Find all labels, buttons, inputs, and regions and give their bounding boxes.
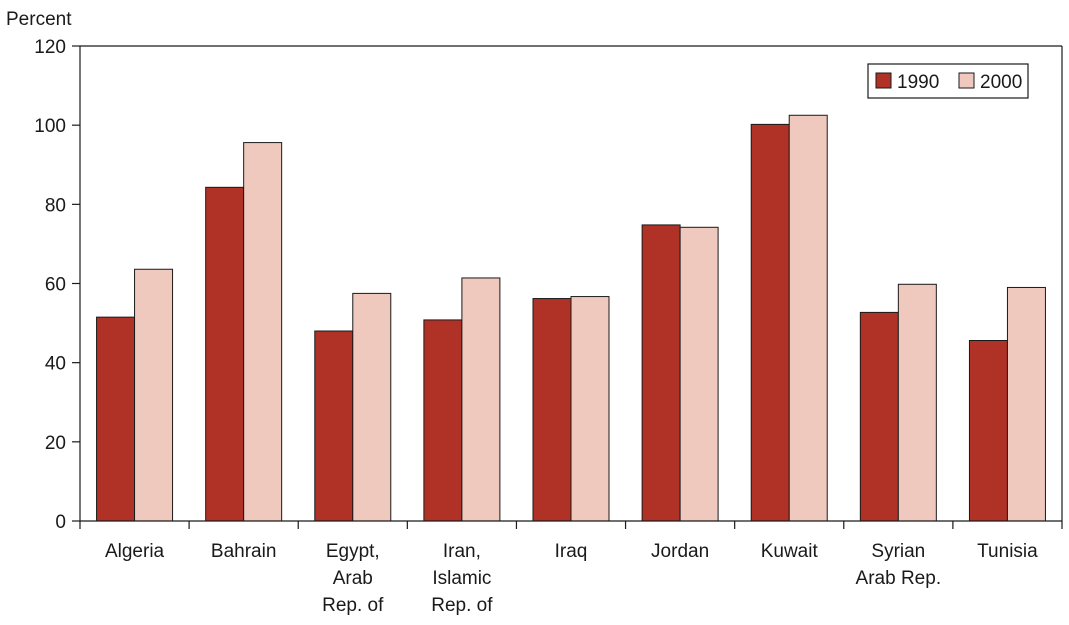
bar-2000-iran [461, 277, 501, 522]
bar-1990-kuwait [750, 123, 790, 522]
x-tick-label: Iraq [555, 541, 588, 562]
y-axis-label: Percent [6, 9, 72, 30]
y-tick-label: 40 [45, 354, 66, 375]
y-tick-label: 20 [45, 433, 66, 454]
x-tick-label: Tunisia [977, 541, 1038, 562]
y-tick-label: 80 [45, 195, 66, 216]
bars [96, 114, 1046, 522]
x-tick-label-line: Bahrain [211, 541, 277, 562]
x-tick-label-line: Jordan [651, 541, 709, 562]
x-tick-label-line: Rep. of [322, 595, 384, 616]
bar-2000-algeria [134, 268, 174, 522]
legend-label-2000: 2000 [980, 72, 1022, 93]
bar-1990-bahrain [205, 186, 245, 522]
x-tick-label-line: Rep. of [431, 595, 493, 616]
y-axis: 0 20 40 60 80 100 120 [34, 37, 80, 533]
x-tick-label-line: Tunisia [977, 541, 1038, 562]
legend: 1990 2000 [867, 63, 1029, 99]
x-tick-label: Algeria [105, 541, 165, 562]
bar-2000-kuwait [788, 114, 828, 522]
legend-label-1990: 1990 [897, 72, 939, 93]
legend-swatch-1990 [875, 72, 892, 89]
y-tick-label: 120 [34, 37, 66, 58]
x-tick-label: Egypt, Arab Rep. of [322, 541, 384, 616]
bar-2000-syrian [897, 283, 937, 522]
x-tick-label-line: Kuwait [761, 541, 819, 562]
x-tick-label: Syrian Arab Rep. [856, 541, 942, 589]
x-tick-label-line: Arab [333, 568, 373, 589]
x-tick-label: Bahrain [211, 541, 277, 562]
bar-1990-iraq [532, 298, 572, 522]
bar-1990-algeria [96, 316, 136, 522]
y-tick-label: 100 [34, 116, 66, 137]
x-tick-label-line: Islamic [432, 568, 491, 589]
bar-2000-bahrain [243, 142, 283, 522]
x-tick-label: Kuwait [761, 541, 819, 562]
x-tick-label-line: Arab Rep. [856, 568, 942, 589]
bar-1990-jordan [641, 224, 681, 522]
x-tick-label-line: Egypt, [326, 541, 380, 562]
legend-swatch-2000 [958, 72, 975, 89]
bar-2000-tunisia [1006, 286, 1046, 522]
bar-1990-iran [423, 319, 463, 522]
x-tick-label-line: Algeria [105, 541, 165, 562]
x-axis: Algeria Bahrain Egypt, Arab Rep. of Iran, Isla… [79, 521, 1063, 616]
x-tick-label: Jordan [651, 541, 709, 562]
y-tick-label: 60 [45, 275, 66, 296]
bar-1990-syrian [859, 311, 899, 522]
x-tick-label-line: Iraq [555, 541, 588, 562]
x-tick-label-line: Syrian [871, 541, 925, 562]
bar-2000-egypt [352, 292, 392, 522]
legend-box [867, 63, 1029, 99]
x-tick-label: Iran, Islamic Rep. of [431, 541, 493, 616]
x-tick-label-line: Iran, [443, 541, 481, 562]
bar-2000-jordan [679, 226, 719, 522]
bar-1990-tunisia [968, 340, 1008, 522]
bar-1990-egypt [314, 330, 354, 522]
y-tick-label: 0 [55, 512, 66, 533]
bar-2000-iraq [570, 296, 610, 522]
